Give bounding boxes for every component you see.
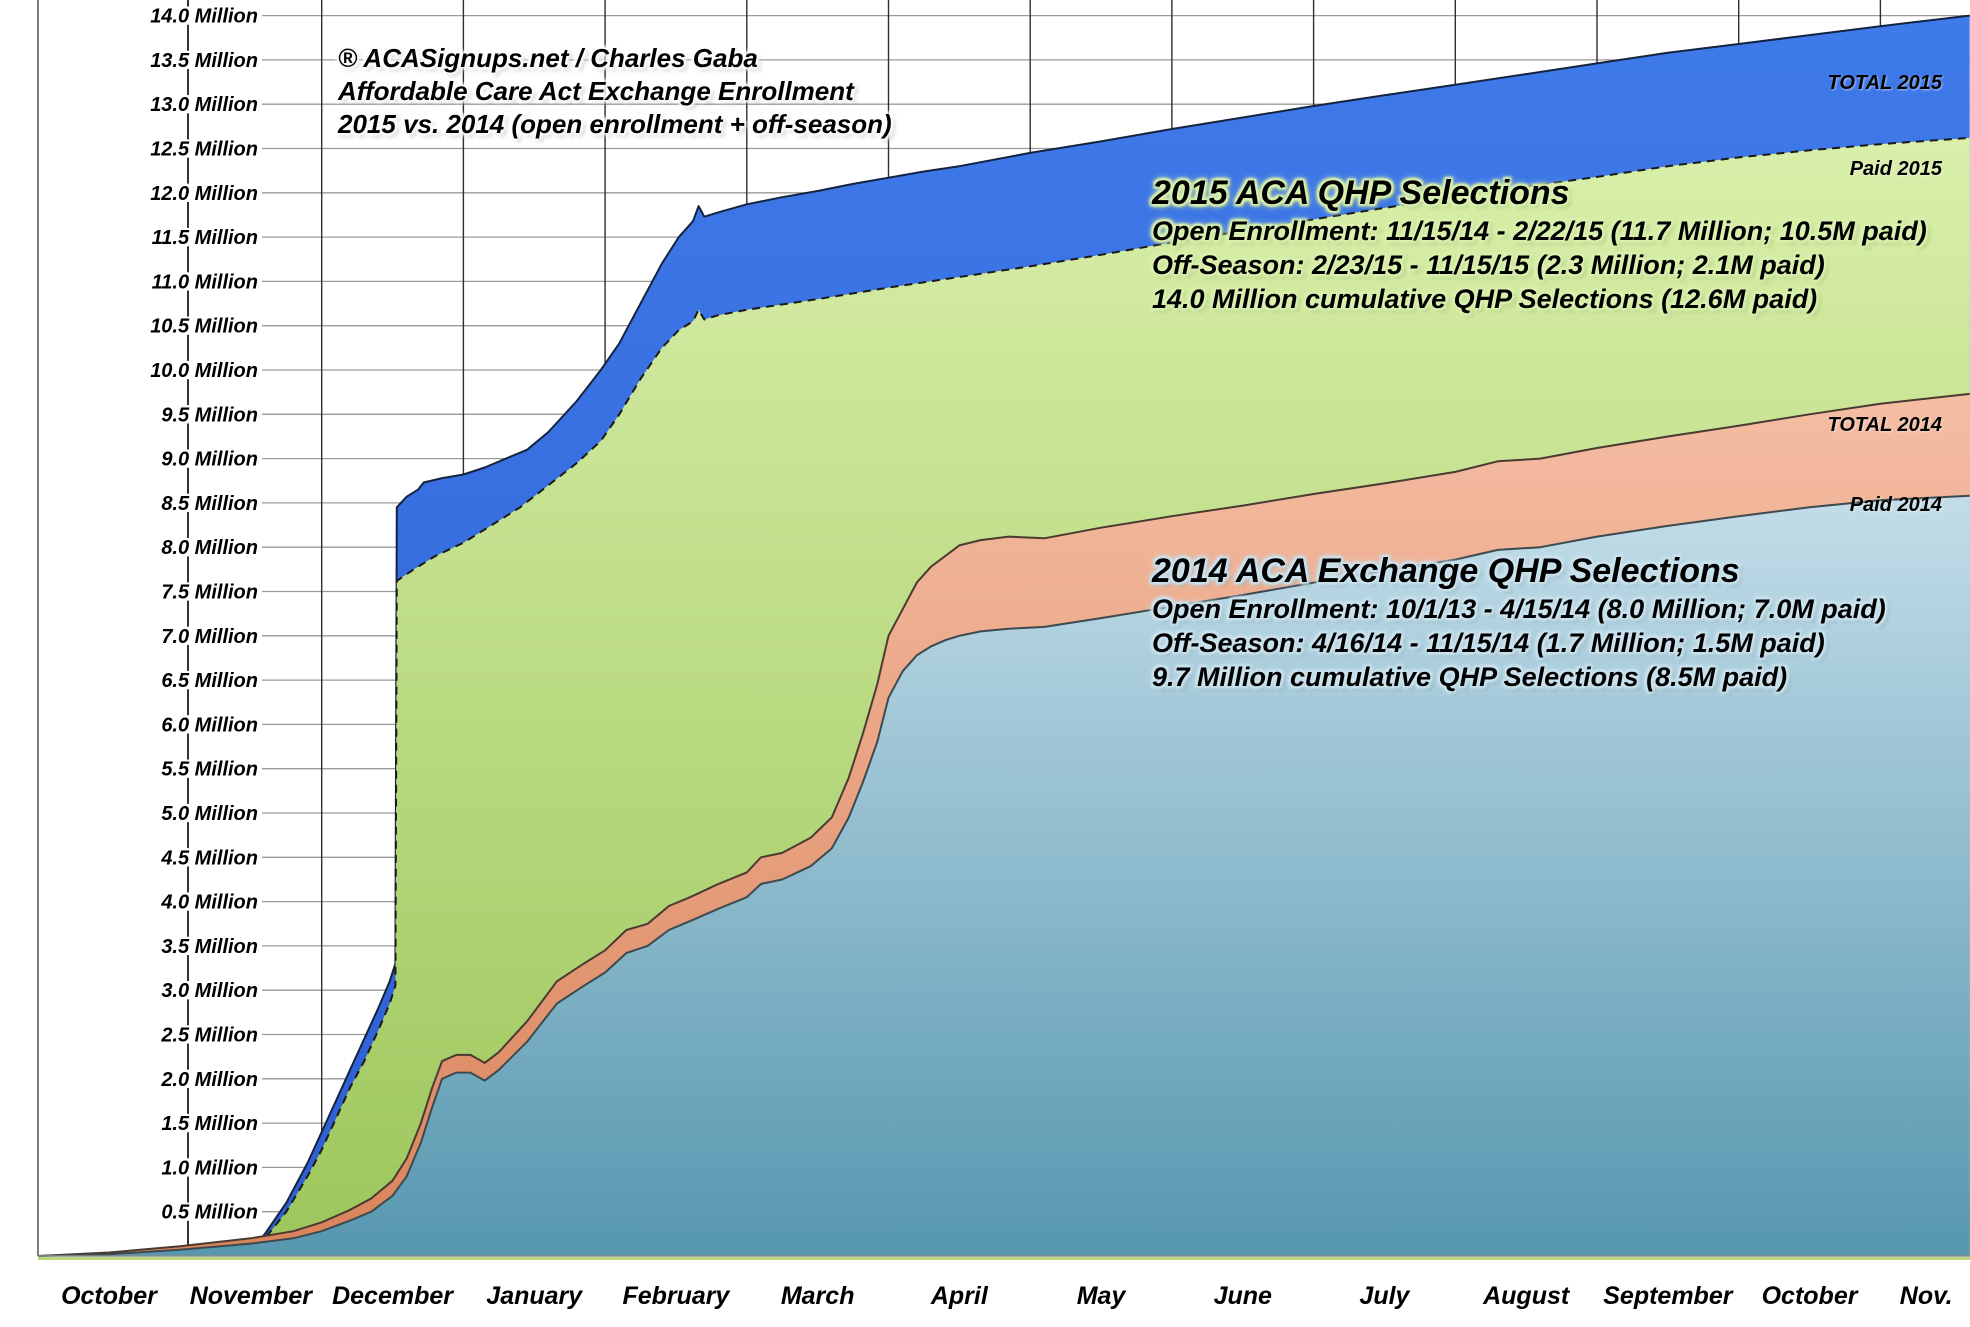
y-tick-label: 3.5 Million: [161, 936, 258, 958]
y-tick-label: 8.5 Million: [161, 493, 258, 515]
x-tick-label: July: [1359, 1282, 1410, 1310]
x-tick-label: December: [332, 1282, 454, 1310]
y-tick-label: 1.5 Million: [161, 1113, 258, 1135]
x-tick-label: November: [190, 1282, 314, 1310]
y-tick-label: 5.5 Million: [161, 759, 258, 781]
x-tick-label: September: [1603, 1282, 1733, 1310]
x-tick-label: October: [1762, 1282, 1859, 1310]
y-tick-label: 11.0 Million: [152, 271, 258, 293]
x-tick-label: August: [1482, 1282, 1571, 1310]
annotation-2014-line1: Open Enrollment: 10/1/13 - 4/15/14 (8.0 …: [1152, 594, 1886, 624]
annotation-2015-line2: Off-Season: 2/23/15 - 11/15/15 (2.3 Mill…: [1152, 250, 1825, 280]
y-tick-label: 2.5 Million: [160, 1025, 258, 1047]
x-tick-label: January: [486, 1282, 583, 1310]
x-tick-label: May: [1077, 1282, 1127, 1310]
series-label-paid-2014: Paid 2014: [1849, 494, 1942, 516]
x-tick-label: Nov.: [1900, 1282, 1953, 1310]
annotation-2014-line3: 9.7 Million cumulative QHP Selections (8…: [1152, 662, 1788, 692]
chart-title: ® ACASignups.net / Charles Gaba Affordab…: [338, 42, 892, 141]
y-tick-label: 6.0 Million: [161, 714, 258, 736]
annotation-2014: 2014 ACA Exchange QHP Selections Open En…: [1152, 550, 1886, 694]
y-tick-label: 13.0 Million: [150, 94, 258, 116]
series-label-total-2014: TOTAL 2014: [1827, 414, 1943, 436]
y-tick-label: 9.0 Million: [161, 449, 258, 471]
x-tick-label: June: [1214, 1282, 1272, 1310]
y-tick-label: 4.0 Million: [160, 892, 258, 914]
area-series: [37, 14, 1970, 1257]
series-label-total-2015: TOTAL 2015: [1827, 72, 1943, 94]
annotation-2014-heading: 2014 ACA Exchange QHP Selections: [1152, 552, 1740, 590]
chart-title-line1: ® ACASignups.net / Charles Gaba: [338, 43, 758, 73]
y-tick-label: 12.0 Million: [150, 183, 258, 205]
x-tick-label: April: [930, 1282, 989, 1310]
series-label-paid-2015: Paid 2015: [1849, 158, 1942, 180]
y-tick-label: 10.5 Million: [150, 316, 258, 338]
y-tick-label: 8.0 Million: [161, 537, 258, 559]
line-total2014: [37, 392, 1970, 1257]
y-tick-label: 14.0 Million: [150, 6, 258, 28]
annotation-2015-line3: 14.0 Million cumulative QHP Selections (…: [1152, 284, 1818, 314]
y-tick-label: 9.5 Million: [161, 404, 258, 426]
chart-title-line3: 2015 vs. 2014 (open enrollment + off-sea…: [338, 109, 892, 139]
x-tick-label: October: [61, 1282, 158, 1310]
x-tick-label: March: [781, 1282, 855, 1310]
y-tick-label: 10.0 Million: [150, 360, 258, 382]
line-total2015: [245, 14, 1970, 1257]
y-tick-label: 0.5 Million: [161, 1202, 258, 1224]
chart-title-line2: Affordable Care Act Exchange Enrollment: [338, 76, 854, 106]
y-tick-label: 5.0 Million: [161, 803, 258, 825]
annotation-2015-line1: Open Enrollment: 11/15/14 - 2/22/15 (11.…: [1152, 216, 1927, 246]
y-tick-label: 7.0 Million: [161, 626, 258, 648]
y-tick-label: 4.5 Million: [160, 847, 258, 869]
y-tick-label: 7.5 Million: [161, 582, 258, 604]
x-tick-label: February: [622, 1282, 730, 1310]
y-axis-labels: 0.5 Million 1.0 Million 1.5 Million 2.0 Mil…: [150, 6, 258, 1224]
annotation-2015-heading: 2015 ACA QHP Selections: [1152, 174, 1570, 212]
area-paid2014: [38, 495, 1970, 1256]
y-tick-label: 12.5 Million: [150, 139, 258, 161]
y-tick-label: 2.0 Million: [160, 1069, 258, 1091]
annotation-2015: 2015 ACA QHP Selections Open Enrollment:…: [1152, 172, 1927, 316]
annotation-2014-line2: Off-Season: 4/16/14 - 11/15/14 (1.7 Mill…: [1152, 628, 1825, 658]
x-axis-labels: October November December January February Ma…: [61, 1282, 1953, 1310]
y-tick-label: 6.5 Million: [161, 670, 258, 692]
line-paid2014: [37, 494, 1970, 1257]
y-tick-label: 11.5 Million: [152, 227, 258, 249]
y-tick-label: 3.0 Million: [161, 980, 258, 1002]
line-paid2015: [245, 136, 1970, 1257]
y-tick-label: 1.0 Million: [161, 1157, 258, 1179]
y-tick-label: 13.5 Million: [150, 50, 258, 72]
